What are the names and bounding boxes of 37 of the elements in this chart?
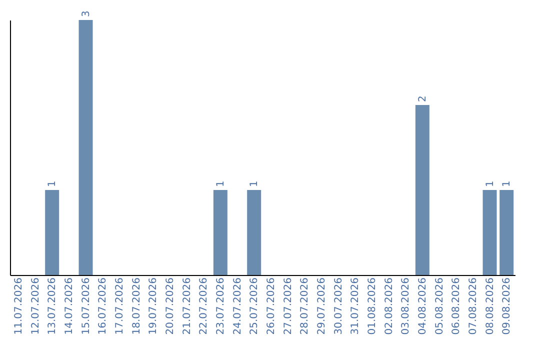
x-tick-label: 02.08.2026 [384,278,395,335]
data-label: 3 [80,10,92,17]
x-tick-label: 23.07.2026 [215,278,226,335]
x-tick-label: 01.08.2026 [366,278,378,335]
x-tick-label: 29.07.2026 [316,278,328,335]
x-tick-label: 07.08.2026 [468,278,479,335]
x-tick-label: 31.07.2026 [350,278,362,335]
x-tick-label: 06.08.2026 [451,278,462,335]
x-tick-label: 25.07.2026 [249,278,260,335]
x-tick-label: 11.07.2026 [13,278,24,335]
data-label: 1 [502,180,513,187]
data-label: 2 [417,96,428,102]
data-label: 1 [484,180,496,187]
x-tick-label: 21.07.2026 [182,278,193,335]
x-tick-label: 24.07.2026 [232,278,244,335]
x-tick-label: 20.07.2026 [164,278,176,335]
x-tick-label: 12.07.2026 [30,278,42,335]
x-tick-label: 30.07.2026 [333,278,344,335]
x-tick-label: 22.07.2026 [198,278,210,335]
data-label: 1 [47,180,58,187]
x-tick-label: 14.07.2026 [64,278,75,335]
x-tick-label: 27.07.2026 [282,278,294,335]
x-tick-label: 04.08.2026 [417,278,428,335]
x-tick-label: 15.07.2026 [80,278,92,335]
x-tick-label: 09.08.2026 [502,278,513,335]
x-tick-label: 03.08.2026 [400,278,412,335]
data-label: 1 [215,180,226,187]
x-tick-label: 28.07.2026 [300,278,311,335]
x-tick-label: 18.07.2026 [131,278,142,335]
x-tick-label: 05.08.2026 [434,278,446,335]
x-tick-label: 16.07.2026 [98,278,109,335]
x-tick-label: 08.08.2026 [484,278,496,335]
x-tick-label: 13.07.2026 [47,278,58,335]
data-label: 1 [249,180,260,187]
x-tick-label: 26.07.2026 [266,278,277,335]
x-tick-label: 17.07.2026 [114,278,126,335]
x-tick-label: 19.07.2026 [148,278,160,335]
